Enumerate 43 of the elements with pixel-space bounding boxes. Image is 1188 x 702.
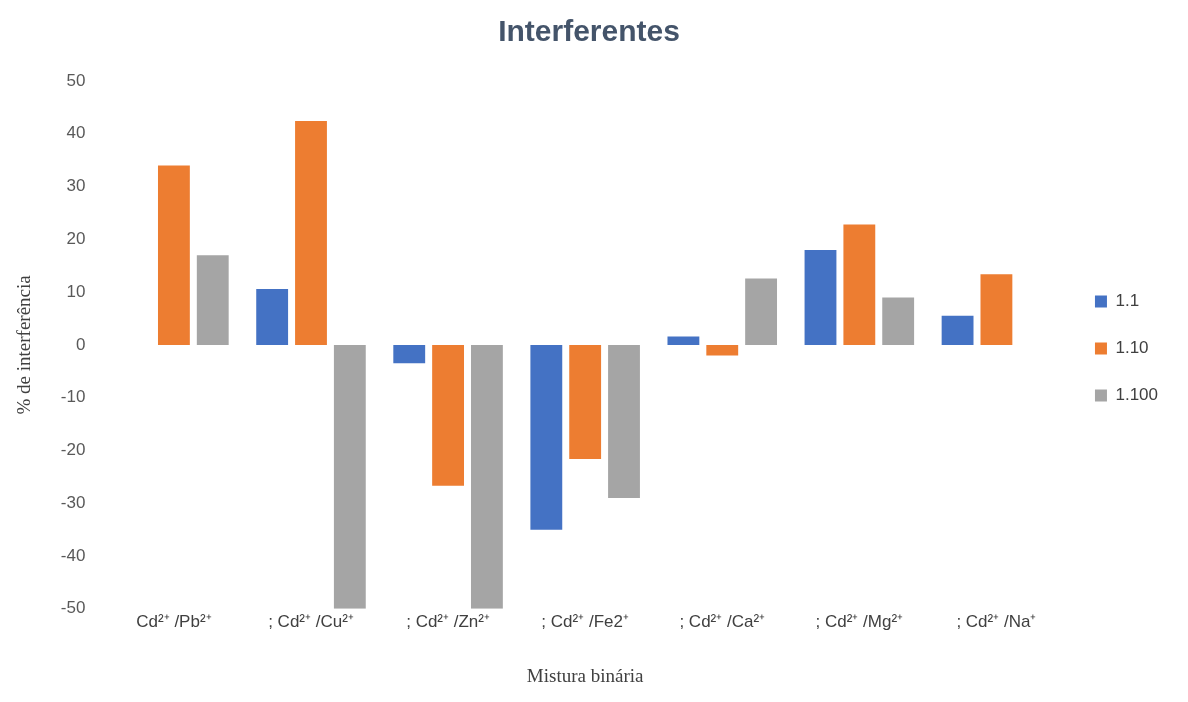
bar: [530, 344, 563, 530]
x-tick-label: ; Cd²⁺ /Cu²⁺: [268, 611, 354, 631]
y-axis-title: % de interferência: [13, 274, 35, 415]
legend-label: 1.10: [1115, 338, 1149, 358]
bar: [667, 336, 700, 345]
y-tick-label: 20: [66, 229, 86, 249]
bar: [157, 165, 190, 345]
bar: [980, 274, 1013, 345]
bar: [295, 121, 327, 345]
y-tick-label: 10: [66, 281, 86, 301]
x-axis-title: Mistura binária: [526, 664, 645, 686]
y-tick-label: 50: [66, 70, 86, 90]
bar: [882, 297, 915, 345]
bar: [804, 249, 837, 345]
x-tick-label: ; Cd²⁺ /Ca²⁺: [679, 611, 766, 631]
y-tick-label: -30: [60, 492, 86, 512]
bar: [256, 288, 289, 345]
bar: [569, 344, 602, 459]
bar: [745, 278, 778, 345]
bar: [706, 344, 739, 356]
y-tick-label: -50: [60, 598, 86, 618]
legend-label: 1.100: [1115, 385, 1159, 405]
bar: [843, 224, 876, 345]
legend-label: 1.1: [1115, 291, 1140, 311]
y-tick-label: 40: [66, 123, 86, 143]
x-tick-label: ; Cd²⁺ /Na⁺: [956, 611, 1037, 631]
y-tick-label: 30: [66, 176, 86, 196]
x-tick-label: ; Cd²⁺ /Mg²⁺: [815, 611, 904, 631]
x-tick-label: Cd²⁺ /Pb²⁺: [136, 611, 212, 631]
bar: [196, 255, 229, 345]
chart-title: Interferentes: [498, 14, 680, 48]
bar: [608, 344, 640, 498]
x-tick-label: ; Cd²⁺ /Fe2⁺: [541, 611, 629, 631]
bar: [941, 315, 974, 345]
bar: [471, 344, 503, 609]
y-tick-label: -40: [60, 545, 86, 565]
bar: [393, 344, 426, 364]
y-tick-label: 0: [75, 334, 86, 354]
y-tick-label: -10: [60, 387, 86, 407]
bar: [333, 344, 366, 609]
bar: [432, 344, 465, 486]
y-tick-label: -20: [60, 440, 86, 460]
x-tick-label: ; Cd²⁺ /Zn²⁺: [406, 611, 490, 631]
